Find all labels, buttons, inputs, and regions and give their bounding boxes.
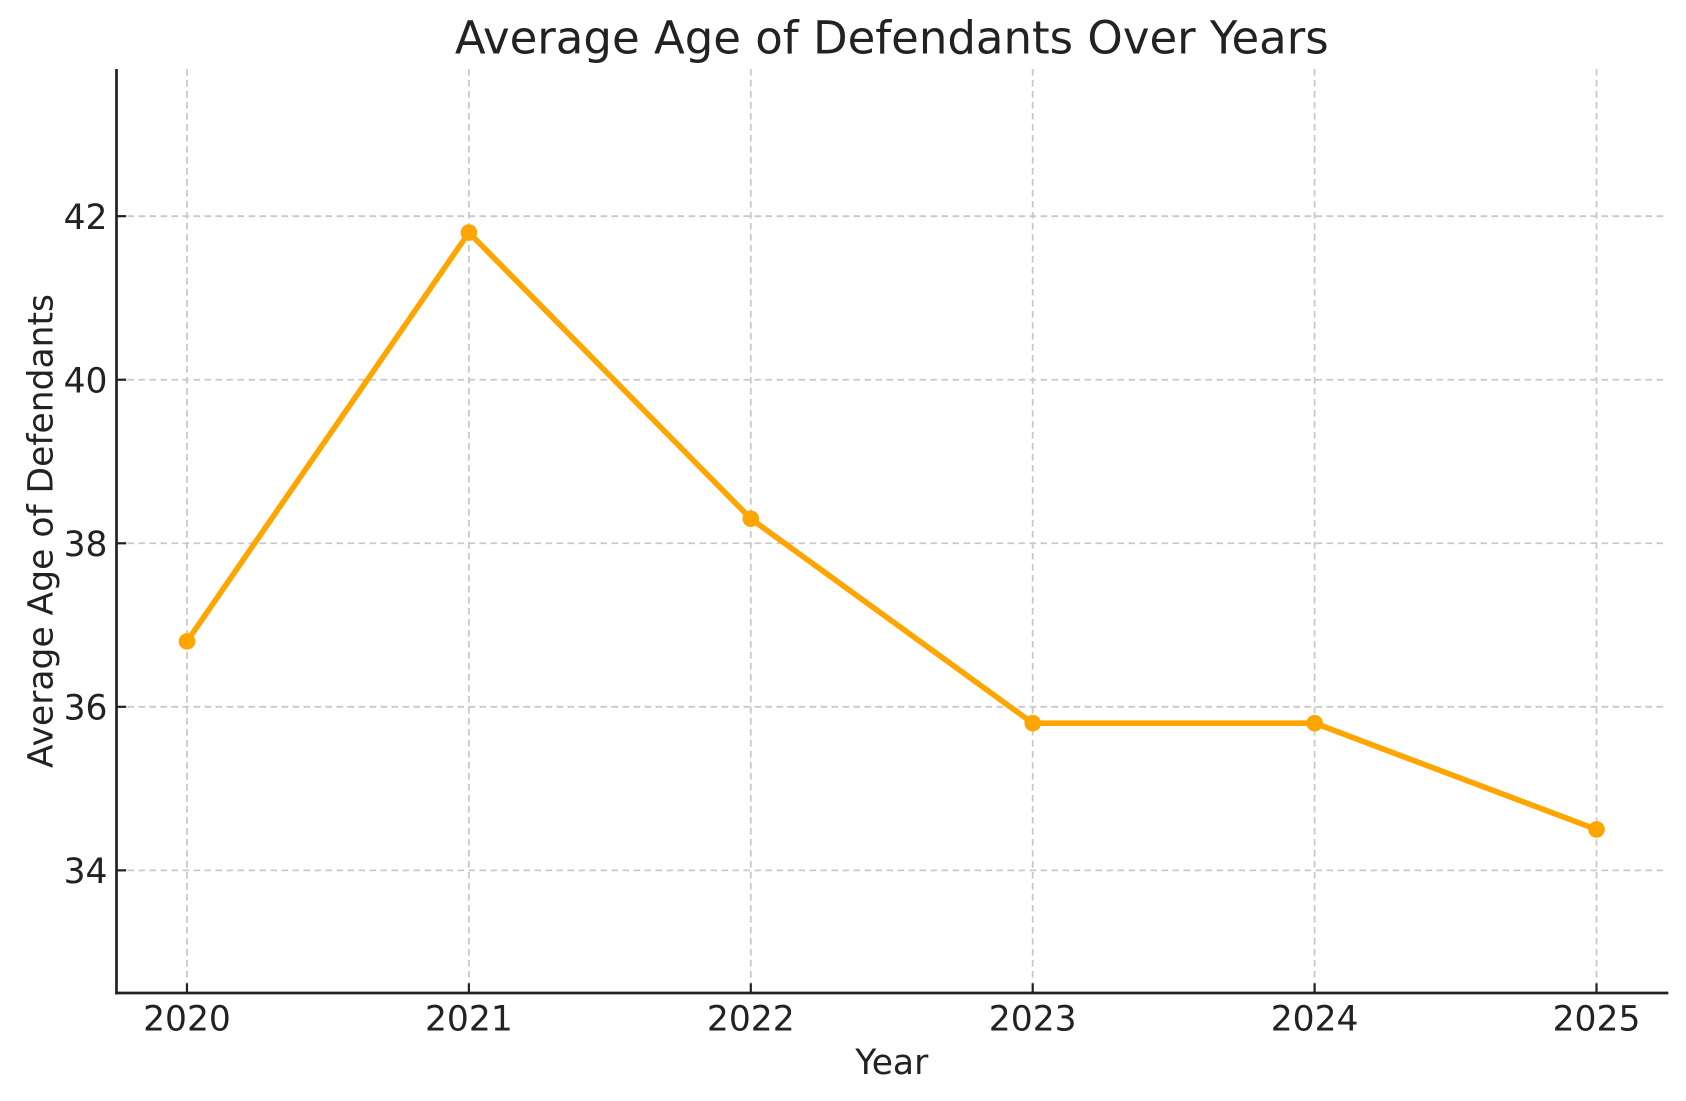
x-tick-label: 2023 [989,1000,1077,1040]
y-tick-label: 36 [64,689,108,729]
x-axis-label: Year [854,1043,929,1083]
tick-label-layer: 2020 2021 2022 2023 2024 2025 34 36 38 40 42 [64,198,1641,1040]
x-tick-label: 2021 [425,1000,513,1040]
grid-layer [116,69,1667,993]
x-tick-label: 2024 [1271,1000,1359,1040]
y-tick-label: 42 [64,198,108,238]
y-tick-label: 34 [64,852,108,892]
data-point [742,510,760,528]
data-point [178,633,196,650]
chart-title: Average Age of Defendants Over Years [455,12,1329,65]
series-layer [178,224,1605,838]
x-tick-label: 2025 [1553,1000,1641,1040]
tick-layer [116,215,1598,993]
data-point [1024,714,1042,732]
data-line [184,229,1600,833]
x-tick-label: 2022 [707,1000,795,1040]
data-point [1588,821,1605,838]
data-point [1306,714,1323,732]
data-point [460,224,478,241]
spine-layer [115,69,1669,995]
y-axis-label: Average Age of Defendants [22,294,62,768]
y-tick-label: 40 [64,361,108,401]
y-tick-label: 38 [64,525,108,565]
x-tick-label: 2020 [143,1000,231,1040]
